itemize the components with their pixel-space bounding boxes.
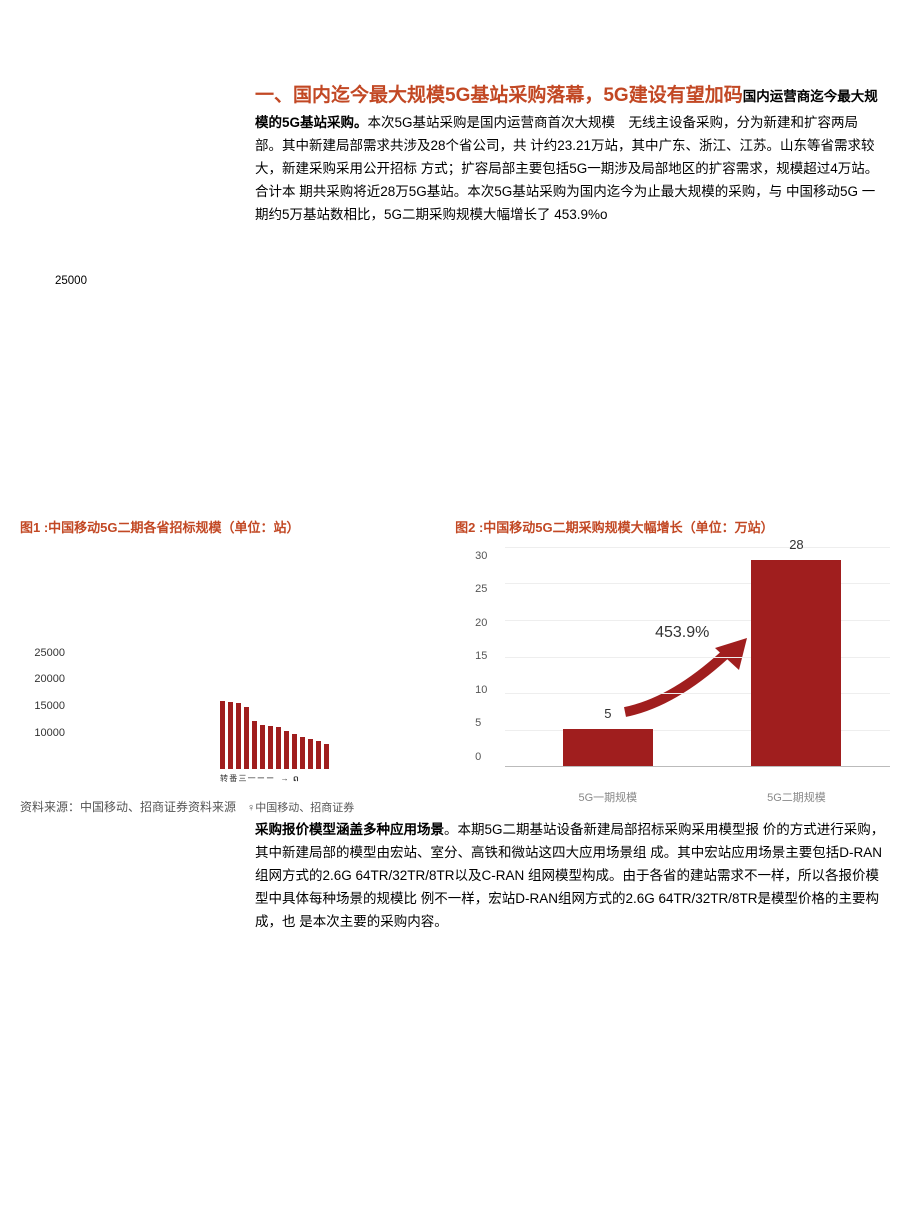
fig1-yaxis: 25000 20000 15000 10000 bbox=[20, 644, 65, 743]
header-section: 一、国内迄今最大规模5G基站采购落幕，5G建设有望加码国内运营商迄今最大规模的5… bbox=[255, 80, 885, 227]
fig2-bar-value: 5 bbox=[563, 703, 653, 725]
fig1-ytick: 10000 bbox=[20, 724, 65, 743]
fig1-bar bbox=[276, 727, 281, 769]
fig1-bar bbox=[260, 725, 265, 769]
fig2-xlabel: 5G一期规模 bbox=[563, 789, 653, 808]
figure-1: 图1 :中国移动5G二期各省招标规模（单位：站） 25000 20000 15000… bbox=[20, 517, 445, 786]
fig1-bar bbox=[284, 731, 289, 769]
fig1-ytick: 25000 bbox=[20, 644, 65, 663]
fig2-ytick: 15 bbox=[475, 647, 487, 666]
figure-2: 图2 :中国移动5G二期采购规模大幅增长（单位：万站） 302520151050… bbox=[455, 517, 900, 797]
fig2-ytick: 0 bbox=[475, 748, 487, 767]
fig2-bar bbox=[751, 560, 841, 765]
source-text: 资料来源：中国移动、招商证券资料来源 bbox=[20, 800, 236, 814]
fig1-bar bbox=[228, 702, 233, 769]
fig1-bar bbox=[300, 737, 305, 769]
fig1-bar bbox=[316, 741, 321, 769]
source-suffix: ♀中国移动、招商证券 bbox=[236, 802, 354, 814]
fig2-bar-value: 28 bbox=[751, 534, 841, 556]
fig1-bar bbox=[252, 721, 257, 769]
section-title: 一、国内迄今最大规模5G基站采购落幕，5G建设有望加码 bbox=[255, 85, 743, 106]
fig1-bar bbox=[220, 701, 225, 769]
fig1-bar bbox=[236, 703, 241, 769]
fig2-ytick: 5 bbox=[475, 714, 487, 733]
fig1-bar bbox=[308, 739, 313, 769]
para2-body: 。本期5G二期基站设备新建局部招标采购采用模型报 价的方式进行采购，其中新建局部… bbox=[255, 822, 884, 929]
fig1-xlabel-text: 转 番 三 一 ー ー bbox=[220, 772, 274, 786]
fig2-ytick: 30 bbox=[475, 547, 487, 566]
fig1-ytick: 20000 bbox=[20, 670, 65, 689]
fig2-yaxis: 30 25 20 15 10 5 0 bbox=[475, 547, 487, 767]
fig2-plot: 453.9% 528 bbox=[505, 547, 890, 767]
fig1-ytick: 15000 bbox=[20, 697, 65, 716]
fig2-xlabel: 5G二期规模 bbox=[751, 789, 841, 808]
fig1-title: 图1 :中国移动5G二期各省招标规模（单位：站） bbox=[20, 517, 445, 539]
para2-lead: 采购报价模型涵盖多种应用场景 bbox=[255, 822, 444, 837]
stray-number: 25000 bbox=[55, 272, 900, 292]
body-text: 本次5G基站采购是国内运营商首次大规模 无线主设备采购，分为新建和扩容两局部。其… bbox=[255, 115, 878, 222]
fig2-ytick: 10 bbox=[475, 681, 487, 700]
fig1-bar bbox=[292, 734, 297, 769]
fig1-chart: 25000 20000 15000 10000 转 番 三 一 ー ー → ດ bbox=[20, 644, 445, 786]
fig2-chart: 302520151050 453.9% 528 5G一期规模5G二期规模 bbox=[455, 547, 900, 797]
fig1-bar bbox=[324, 744, 329, 769]
fig1-bar bbox=[244, 707, 249, 769]
fig1-bar bbox=[268, 726, 273, 769]
fig2-ytick: 25 bbox=[475, 580, 487, 599]
fig1-xlabels: 转 番 三 一 ー ー → ດ bbox=[220, 772, 445, 786]
paragraph-2: 采购报价模型涵盖多种应用场景。本期5G二期基站设备新建局部招标采购采用模型报 价… bbox=[255, 819, 885, 934]
fig1-bars bbox=[220, 644, 445, 769]
figures-row: 图1 :中国移动5G二期各省招标规模（单位：站） 25000 20000 15000… bbox=[20, 517, 900, 797]
fig2-bar bbox=[563, 729, 653, 766]
fig2-ytick: 20 bbox=[475, 614, 487, 633]
